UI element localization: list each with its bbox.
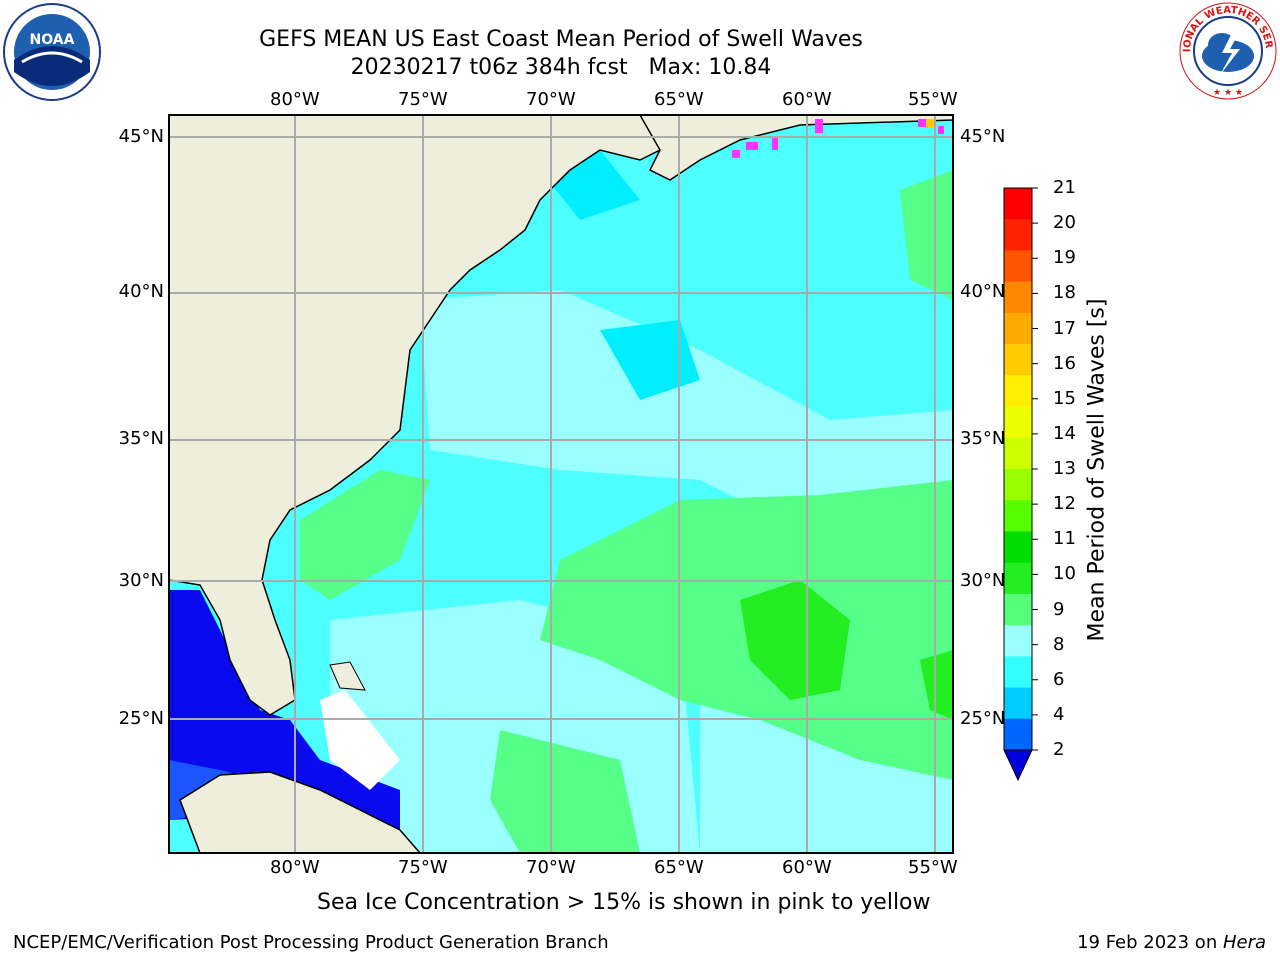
colorbar-tick-label: 9 [1053,598,1065,620]
colorbar-segment [1004,344,1032,376]
colorbar-segment [1004,593,1032,626]
graticule [169,115,953,853]
colorbar-segment [1004,531,1032,564]
svg-text:★ ★ ★: ★ ★ ★ [1213,88,1243,98]
colorbar [1003,187,1038,782]
lon-label-top: 75°W [398,89,448,110]
lat-label-left: 25°N [118,708,164,729]
colorbar-tick-label: 4 [1053,703,1065,725]
sea-ice-marker [746,142,758,150]
lon-label-top: 80°W [270,89,320,110]
chart-subtitle: 20230217 t06z 384h fcst Max: 10.84 [350,55,772,80]
lon-label-top: 60°W [782,89,832,110]
colorbar-tick-label: 18 [1053,282,1076,304]
lon-label-bottom: 65°W [654,857,704,878]
colorbar-label: Mean Period of Swell Waves [s] [1084,298,1110,642]
sea-ice-marker [732,150,740,158]
colorbar-tick-label: 10 [1053,563,1076,585]
colorbar-segment [1004,312,1032,345]
sea-ice-marker [938,126,944,134]
lon-label-bottom: 75°W [398,857,448,878]
ocean-green-10-11 [740,580,850,700]
colorbar-extend-triangle [1003,749,1033,782]
colorbar-tick-label: 20 [1053,212,1076,234]
lon-label-bottom: 80°W [270,857,320,878]
lat-label-right: 45°N [960,126,1006,147]
us-land [169,115,682,716]
lat-label-left: 45°N [118,126,164,147]
bahamas-white [320,690,400,790]
lon-label-top: 65°W [654,89,704,110]
sea-ice-marker [918,119,926,127]
colorbar-segment [1004,687,1032,720]
colorbar-segment [1004,718,1032,751]
ocean-cyan-6-8 [600,320,700,400]
colorbar-tick-label: 21 [1053,177,1076,198]
colorbar-tick-label: 19 [1053,247,1076,269]
lon-label-bottom: 60°W [782,857,832,878]
lat-label-right: 40°N [960,281,1006,302]
map-border [168,114,954,854]
colorbar-segment [1004,500,1032,532]
chart-title: GEFS MEAN US East Coast Mean Period of S… [259,27,863,52]
ocean-green-9-10-sw [300,470,430,600]
credit-host: Hera [1222,932,1266,953]
colorbar-segment [1004,281,1032,314]
sea-ice-marker [926,119,936,127]
lat-label-right: 35°N [960,428,1006,449]
credit-date: 19 Feb 2023 on Hera [1077,932,1266,953]
colorbar-segment [1004,406,1032,439]
colorbar-tick-label: 8 [1053,633,1065,655]
colorbar-segment [1004,562,1032,595]
colorbar-segment [1004,250,1032,283]
lon-label-bottom: 70°W [526,857,576,878]
cuba-land [179,771,421,853]
sea-ice-note: Sea Ice Concentration > 15% is shown in … [317,890,931,915]
colorbar-tick-label: 15 [1053,387,1076,409]
lat-label-right: 25°N [960,708,1006,729]
colorbar-tick-label: 2 [1053,739,1065,760]
colorbar-segment [1004,437,1032,470]
noaa-logo: NOAA [3,3,101,101]
colorbar-segment [1004,469,1032,501]
sea-ice-marker [815,119,823,133]
colorbar-segment [1004,375,1032,408]
ocean-green-10-11-b [920,650,953,720]
lon-label-bottom: 55°W [908,857,958,878]
lat-label-left: 30°N [118,570,164,591]
colorbar-tick-label: 17 [1053,317,1076,339]
lon-label-top: 55°W [908,89,958,110]
ocean-green-9-10-s [490,730,640,853]
nws-logo: NATIONAL WEATHER SERVICE ★ ★ ★ [1178,1,1277,100]
lat-label-right: 30°N [960,570,1006,591]
credit-producer: NCEP/EMC/Verification Post Processing Pr… [13,932,609,953]
colorbar-tick-label: 16 [1053,352,1076,374]
colorbar-segment [1004,656,1032,689]
lat-label-left: 35°N [118,428,164,449]
noaa-logo-text: NOAA [30,32,75,48]
colorbar-segment [1004,219,1032,251]
lon-label-top: 70°W [526,89,576,110]
nova-scotia-land [639,115,953,181]
colorbar-tick-label: 6 [1053,668,1065,690]
colorbar-tick-label: 11 [1053,528,1076,550]
colorbar-segment [1004,188,1032,220]
sea-ice-marker [772,138,778,150]
ocean-green-9-10-e [900,170,953,300]
bahamas-land [329,661,366,691]
colorbar-segment [1004,625,1032,657]
credit-date-text: 19 Feb 2023 on [1077,932,1223,953]
colorbar-tick-label: 13 [1053,458,1076,479]
colorbar-tick-label: 12 [1053,493,1076,515]
colorbar-tick-label: 14 [1053,422,1076,444]
lat-label-left: 40°N [118,281,164,302]
